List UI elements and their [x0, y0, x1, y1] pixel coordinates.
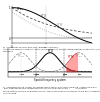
Text: $\frac{1}{2T}$: $\frac{1}{2T}$: [62, 70, 67, 79]
Text: $\frac{1}{T}$: $\frac{1}{T}$: [77, 70, 81, 79]
Text: $FTO$: $FTO$: [40, 12, 47, 19]
Text: $FTM$: $FTM$: [67, 53, 75, 60]
Text: $FT_{pix}$: $FT_{pix}$: [17, 52, 25, 59]
Text: Amplitude versus of Nyquist: FTpix (horizontal axis) versus spatial frequency pe: Amplitude versus of Nyquist: FTpix (hori…: [3, 48, 100, 50]
Text: b) Illustration of the impact of considering in the FTM on Oversampling / Sampli: b) Illustration of the impact of conside…: [3, 86, 96, 88]
Text: $FTO$: $FTO$: [47, 47, 54, 54]
Text: a) Illustrations of FTpix and FTM (Transfer functions): a) Illustrations of FTpix and FTM (Trans…: [3, 46, 58, 48]
X-axis label: Spatial frequency system: Spatial frequency system: [34, 78, 66, 82]
Text: is illustrated.: is illustrated.: [3, 93, 17, 94]
Text: $FT_{pix}$: $FT_{pix}$: [75, 52, 83, 59]
Text: Frequency: Frequency: [3, 51, 14, 52]
Text: Their frequencies and corresponding to the ratio allows FTpix =        Illustrat: Their frequencies and corresponding to t…: [3, 88, 87, 89]
Text: $FT_{pix}$: $FT_{pix}$: [16, 5, 24, 12]
Text: $FTM$: $FTM$: [56, 21, 64, 28]
Text: of the system optimal characteristics vs. The convolution corresponds to low pas: of the system optimal characteristics vs…: [3, 90, 100, 92]
Text: $-\frac{1}{2T}$: $-\frac{1}{2T}$: [32, 70, 39, 79]
Text: $-\frac{1}{T}$: $-\frac{1}{T}$: [18, 70, 24, 79]
